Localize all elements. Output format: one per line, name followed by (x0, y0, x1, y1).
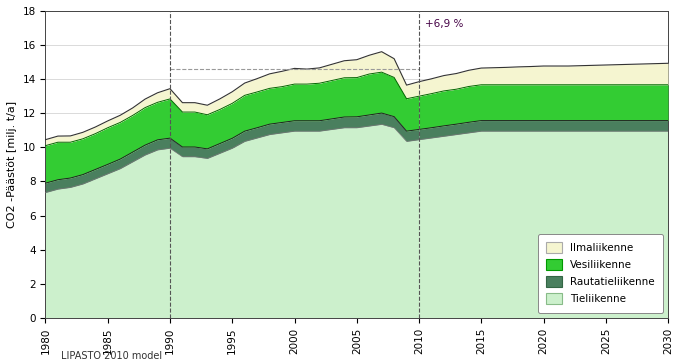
Text: LIPASTO 2010 model: LIPASTO 2010 model (61, 351, 163, 361)
Text: +6,9 %: +6,9 % (425, 19, 464, 29)
Y-axis label: CO2 -Päästöt [milj. t/a]: CO2 -Päästöt [milj. t/a] (7, 101, 17, 228)
Legend: Ilmaliikenne, Vesiliikenne, Rautatieliikenne, Tieliikenne: Ilmaliikenne, Vesiliikenne, Rautatieliik… (538, 234, 663, 313)
